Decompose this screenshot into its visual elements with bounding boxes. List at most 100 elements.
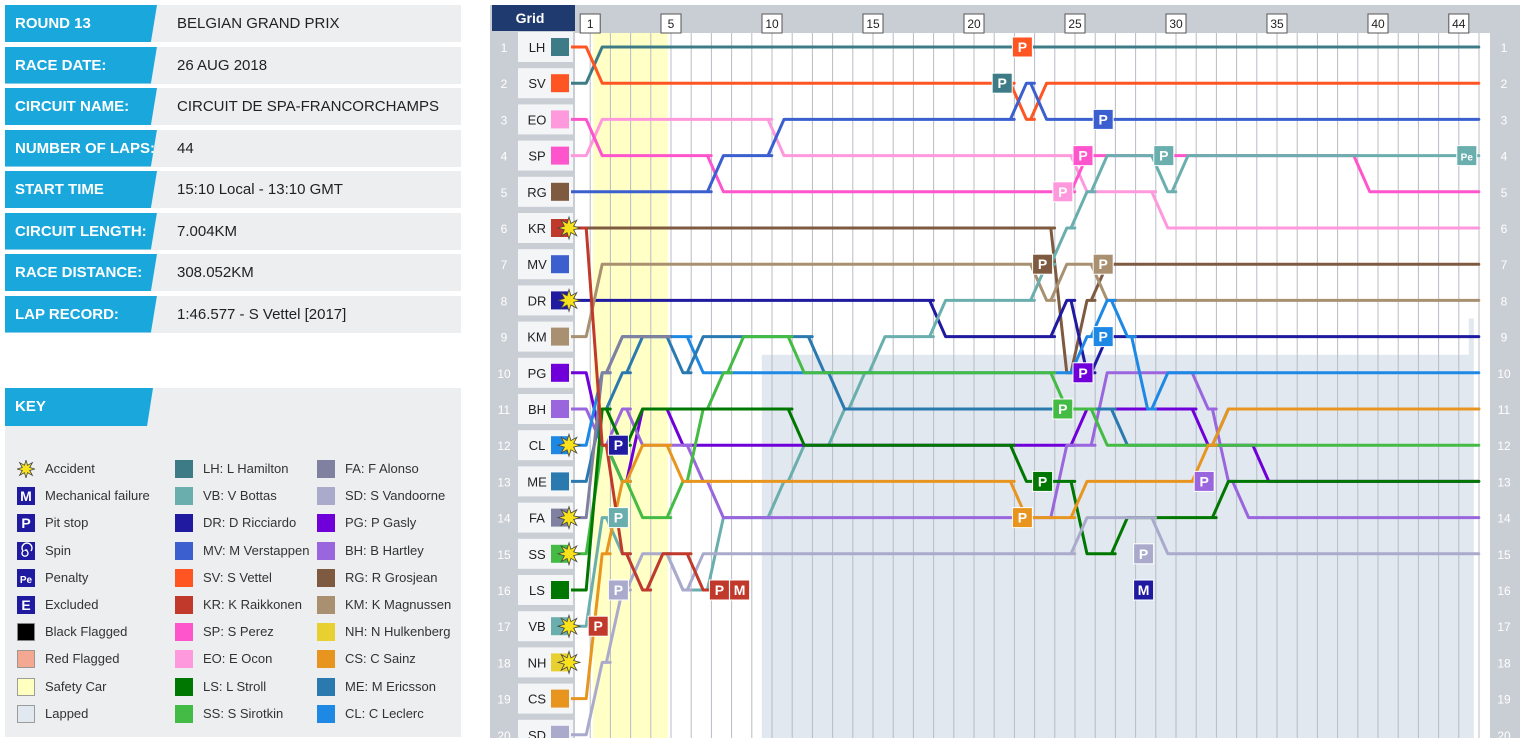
driver-color-swatch xyxy=(317,541,335,560)
marker-label: P xyxy=(1099,256,1108,272)
driver-color-swatch xyxy=(175,541,193,560)
chart-title: Grid xyxy=(516,10,545,26)
final-position-number: 11 xyxy=(1498,403,1511,417)
pit-stop-marker: P xyxy=(587,615,609,637)
key-driver-label: SP: S Perez xyxy=(203,624,274,640)
info-row: START TIME 15:10 Local - 13:10 GMT xyxy=(5,171,461,208)
right-position-column xyxy=(1490,5,1520,738)
grid-position-number: 8 xyxy=(501,294,508,308)
info-label: CIRCUIT LENGTH: xyxy=(5,212,157,250)
key-driver-label: RG: R Grosjean xyxy=(345,569,438,585)
penalty-marker: Pe xyxy=(1456,145,1478,167)
key-driver-label: KM: K Magnussen xyxy=(345,597,452,612)
marker-label: P xyxy=(1058,184,1067,200)
key-item-label: Pit stop xyxy=(45,515,89,531)
grid-driver-code: MV xyxy=(527,257,547,272)
accident-icon xyxy=(556,287,582,313)
driver-color-swatch xyxy=(317,704,335,723)
pit-stop-marker: P xyxy=(1092,253,1114,275)
lap-tick-label: 5 xyxy=(668,17,675,31)
key-driver-label: MV: M Verstappen xyxy=(203,542,310,558)
key-driver-label: BH: B Hartley xyxy=(345,542,424,558)
penalty-icon: Pe xyxy=(17,568,35,587)
grid-position-number: 7 xyxy=(501,258,508,272)
driver-color-swatch xyxy=(317,568,335,587)
lap-tick-20: 20 xyxy=(963,13,985,34)
grid-driver-code: CL xyxy=(529,438,546,453)
driver-color-swatch xyxy=(175,704,193,723)
final-position-number: 18 xyxy=(1497,656,1511,670)
key-driver-label: KR: K Raikkonen xyxy=(203,597,302,612)
key-driver-label: LH: L Hamilton xyxy=(203,461,289,476)
final-position-number: 19 xyxy=(1497,693,1511,707)
final-position-number: 1 xyxy=(1501,41,1508,55)
grid-driver-swatch xyxy=(551,363,569,382)
info-row: LAP RECORD: 1:46.577 - S Vettel [2017] xyxy=(5,295,461,333)
grid-position-number: 14 xyxy=(497,512,511,526)
info-value: 44 xyxy=(177,139,194,157)
accident-icon xyxy=(556,215,582,241)
info-row: CIRCUIT LENGTH: 7.004KM xyxy=(5,212,461,250)
series-line-dr xyxy=(571,298,1481,375)
final-position-number: 5 xyxy=(1501,186,1508,200)
marker-label: P xyxy=(1018,510,1027,526)
final-position-number: 9 xyxy=(1501,331,1508,345)
grid-driver-code: PG xyxy=(528,366,547,381)
marker-label: P xyxy=(614,582,623,598)
lap-tick-label: 15 xyxy=(866,17,880,31)
lap-tick-25: 25 xyxy=(1064,13,1086,34)
accident-icon xyxy=(556,613,582,639)
pit-stop-marker: P xyxy=(607,434,629,456)
red-flag-icon xyxy=(17,650,35,669)
key-driver-label: SV: S Vettel xyxy=(203,569,272,585)
key-item-label: Accident xyxy=(45,461,95,476)
series-line-rg xyxy=(571,226,1481,375)
pit-stop-marker: P xyxy=(1032,253,1054,275)
grid-driver-code: KR xyxy=(528,221,546,236)
grid-position-number: 16 xyxy=(497,584,511,598)
grid-driver-code: FA xyxy=(529,511,545,526)
key-driver-label: VB: V Bottas xyxy=(203,488,277,504)
pit-stop-marker: P xyxy=(1092,326,1114,348)
driver-color-swatch xyxy=(175,568,193,587)
marker-label: P xyxy=(1200,473,1209,489)
grid-driver-code: DR xyxy=(528,293,547,308)
marker-label: P xyxy=(594,618,603,634)
grid-driver-swatch xyxy=(551,110,569,129)
marker-label: P xyxy=(1038,473,1047,489)
pit-stop-marker: P xyxy=(1092,108,1114,130)
grid-header xyxy=(492,5,575,31)
info-label: ROUND 13 xyxy=(5,5,157,42)
pit-stop-marker: P xyxy=(708,579,730,601)
grid-driver-swatch xyxy=(551,74,569,93)
accident-icon xyxy=(556,649,582,675)
marker-label: M xyxy=(734,582,746,598)
grid-position-number: 4 xyxy=(501,150,508,164)
driver-color-swatch xyxy=(175,596,193,614)
key-item-label: Mechanical failure xyxy=(45,488,150,504)
pit-stop-marker: P xyxy=(1072,145,1094,167)
info-label: CIRCUIT NAME: xyxy=(5,88,157,125)
grid-driver-code: SV xyxy=(528,76,546,91)
marker-label: P xyxy=(715,582,724,598)
pit-stop-marker: P xyxy=(1011,507,1033,529)
grid-driver-code: LS xyxy=(529,583,545,598)
info-value: 308.052KM xyxy=(177,264,254,281)
marker-label: P xyxy=(614,510,623,526)
pit-stop-marker: P xyxy=(1193,470,1215,492)
key-item-label: Spin xyxy=(45,542,72,558)
marker-label: P xyxy=(1078,365,1087,381)
spin-icon xyxy=(17,541,35,560)
lap-tick-1: 1 xyxy=(579,13,601,34)
marker-label: P xyxy=(614,437,623,453)
driver-color-swatch xyxy=(317,487,335,506)
grid-driver-code: BH xyxy=(528,402,546,417)
driver-color-swatch xyxy=(175,487,193,506)
final-position-number: 8 xyxy=(1501,294,1508,308)
lap-tick-5: 5 xyxy=(660,13,682,34)
key-item-label: Red Flagged xyxy=(45,651,120,667)
grid-position-number: 9 xyxy=(501,331,508,345)
info-label: RACE DATE: xyxy=(5,46,157,84)
grid-driver-swatch xyxy=(551,689,569,708)
svg-text:P: P xyxy=(21,515,30,531)
